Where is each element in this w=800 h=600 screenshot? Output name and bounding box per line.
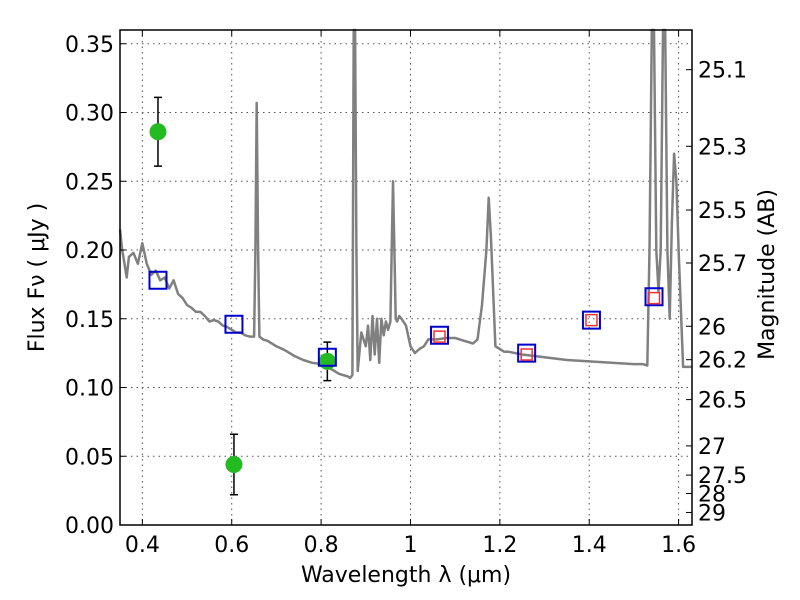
model-inner-square <box>647 291 661 305</box>
grid <box>120 30 692 526</box>
mag-tick-label: 29 <box>698 501 726 526</box>
x-tick-label: 0.4 <box>125 533 160 558</box>
model-square <box>644 287 664 307</box>
mag-tick-label: 25.1 <box>698 59 747 84</box>
y-tick-label: 0.35 <box>65 33 114 58</box>
y-tick-label: 0.25 <box>65 170 114 195</box>
x-tick-label: 1.2 <box>482 533 517 558</box>
model-inner-square <box>433 330 446 343</box>
sed-line <box>118 28 692 380</box>
y2-axis-label: Magnitude (AB) <box>755 189 780 360</box>
model-square <box>317 347 337 367</box>
y-tick-label: 0.30 <box>65 102 114 127</box>
x-tick-label: 0.8 <box>304 533 339 558</box>
y-axis-label: Flux Fν ( μJy ) <box>25 203 50 352</box>
mag-tick-label: 26.5 <box>698 389 747 414</box>
model-inner-square <box>585 313 598 327</box>
mag-tick-label: 28 <box>698 483 726 508</box>
model-square <box>430 325 450 345</box>
plot-frame <box>119 29 693 526</box>
ticks: 0.4 0.6 0.8 1 1.2 1.4 1.6 0.00 0.05 0.10 0.15 0.20 0… <box>65 30 747 558</box>
y-tick-label: 0.15 <box>65 308 114 333</box>
x-axis-label: Wavelength λ (μm) <box>301 563 511 588</box>
mag-tick-label: 25.3 <box>698 135 747 160</box>
model-square <box>224 314 244 334</box>
photometry-point <box>149 123 167 141</box>
mag-tick-label: 25.7 <box>698 252 747 277</box>
model-square <box>148 270 168 290</box>
x-tick-label: 1.6 <box>661 533 696 558</box>
photometry-point <box>225 456 243 473</box>
y-tick-label: 0.00 <box>65 514 114 539</box>
x-tick-label: 1.4 <box>572 533 607 558</box>
x-tick-label: 0.6 <box>214 533 249 558</box>
mag-tick-label: 25.5 <box>698 199 747 224</box>
mag-tick-label: 27 <box>698 435 726 460</box>
y-tick-label: 0.20 <box>65 239 114 264</box>
x-tick-label: 1 <box>403 533 417 558</box>
y-tick-label: 0.10 <box>65 377 114 402</box>
mag-tick-label: 26 <box>698 315 726 340</box>
mag-tick-label: 27.5 <box>698 464 747 489</box>
model-square <box>581 310 601 330</box>
model-inner-square <box>520 348 533 361</box>
photometry-point <box>318 352 336 370</box>
model-square <box>517 343 537 363</box>
plot-area <box>118 28 692 496</box>
y-tick-label: 0.05 <box>65 445 114 470</box>
mag-tick-label: 26.2 <box>698 349 747 374</box>
